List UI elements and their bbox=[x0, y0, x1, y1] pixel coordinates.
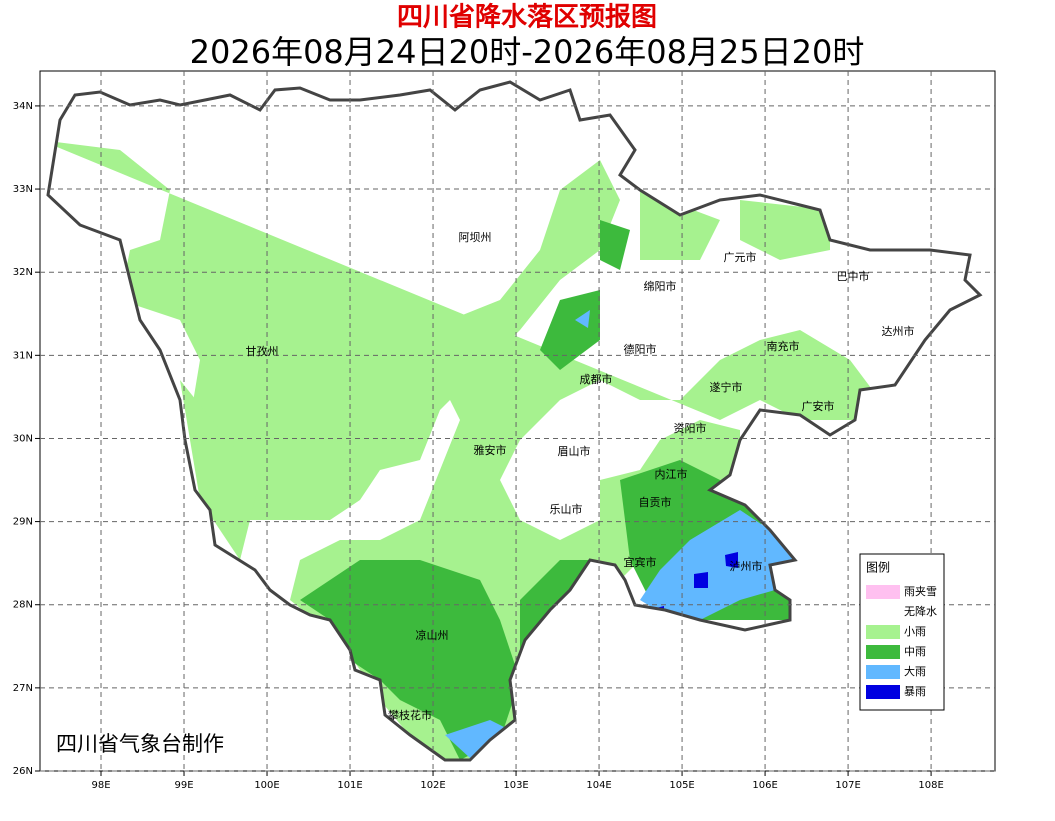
legend-label: 小雨 bbox=[904, 625, 926, 638]
precip-area bbox=[725, 552, 738, 568]
precip-area bbox=[600, 220, 630, 270]
precip-area bbox=[640, 190, 720, 260]
y-tick-label: 28N bbox=[13, 600, 33, 611]
city-label: 成都市 bbox=[580, 372, 613, 386]
y-tick-label: 29N bbox=[13, 517, 33, 528]
city-label: 广安市 bbox=[802, 399, 835, 413]
x-tick-label: 103E bbox=[503, 780, 528, 791]
city-label: 泸州市 bbox=[730, 559, 763, 573]
subtitle: 2026年08月24日20时-2026年08月25日20时 bbox=[190, 33, 865, 71]
legend-swatch bbox=[866, 625, 900, 639]
precip-area bbox=[640, 510, 795, 620]
city-label: 德阳市 bbox=[624, 342, 657, 356]
legend-swatch bbox=[866, 645, 900, 659]
legend-swatch bbox=[866, 685, 900, 699]
city-label: 阿坝州 bbox=[459, 230, 492, 244]
title: 四川省降水落区预报图 bbox=[397, 2, 657, 33]
y-tick-label: 31N bbox=[13, 350, 33, 361]
y-tick-label: 33N bbox=[13, 184, 33, 195]
precip-area bbox=[694, 572, 708, 588]
legend-title: 图例 bbox=[866, 561, 890, 575]
precip-area bbox=[740, 200, 830, 260]
y-tick-label: 27N bbox=[13, 683, 33, 694]
x-tick-label: 101E bbox=[337, 780, 362, 791]
x-tick-label: 105E bbox=[669, 780, 694, 791]
y-tick-label: 32N bbox=[13, 267, 33, 278]
city-label: 自贡市 bbox=[639, 495, 672, 509]
grid: 98E 99E 100E 101E 102E 103E 104E 105E 106E 107E 10… bbox=[13, 71, 995, 791]
x-tick-label: 107E bbox=[835, 780, 860, 791]
precip-area bbox=[300, 560, 520, 760]
legend-label: 雨夹雪 bbox=[904, 585, 937, 598]
precip-area bbox=[445, 720, 510, 758]
city-label: 宜宾市 bbox=[624, 555, 657, 569]
city-label: 遂宁市 bbox=[710, 380, 743, 394]
x-tick-label: 98E bbox=[91, 780, 110, 791]
x-tick-label: 108E bbox=[918, 780, 943, 791]
y-tick-label: 26N bbox=[13, 766, 33, 777]
legend-label: 中雨 bbox=[904, 645, 926, 658]
precip-area bbox=[540, 290, 600, 370]
x-tick-label: 99E bbox=[174, 780, 193, 791]
city-label: 南充市 bbox=[767, 339, 800, 353]
legend-label: 无降水 bbox=[904, 604, 937, 618]
x-tick-label: 106E bbox=[752, 780, 777, 791]
y-tick-label: 30N bbox=[13, 433, 33, 444]
city-label: 甘孜州 bbox=[246, 344, 279, 358]
x-tick-label: 104E bbox=[586, 780, 611, 791]
precip-area bbox=[48, 140, 880, 760]
city-label: 达州市 bbox=[882, 324, 915, 338]
legend-swatch bbox=[866, 605, 900, 619]
credit: 四川省气象台制作 bbox=[56, 732, 224, 756]
city-label: 乐山市 bbox=[550, 502, 583, 516]
city-label: 雅安市 bbox=[474, 443, 507, 457]
city-label: 凉山州 bbox=[416, 628, 449, 642]
precip-area bbox=[575, 310, 590, 328]
x-tick-label: 100E bbox=[254, 780, 279, 791]
city-label: 攀枝花市 bbox=[388, 708, 432, 722]
x-tick-label: 102E bbox=[420, 780, 445, 791]
y-tick-label: 34N bbox=[13, 101, 33, 112]
city-label: 巴中市 bbox=[837, 269, 870, 283]
city-label: 资阳市 bbox=[674, 421, 707, 435]
legend-label: 暴雨 bbox=[904, 685, 926, 698]
legend-swatch bbox=[866, 585, 900, 599]
precip-area bbox=[180, 380, 260, 560]
legend-swatch bbox=[866, 665, 900, 679]
city-label: 眉山市 bbox=[558, 444, 591, 458]
legend-label: 大雨 bbox=[904, 664, 926, 678]
city-label: 内江市 bbox=[655, 467, 688, 481]
city-label: 绵阳市 bbox=[644, 279, 677, 293]
city-label: 广元市 bbox=[724, 250, 757, 264]
